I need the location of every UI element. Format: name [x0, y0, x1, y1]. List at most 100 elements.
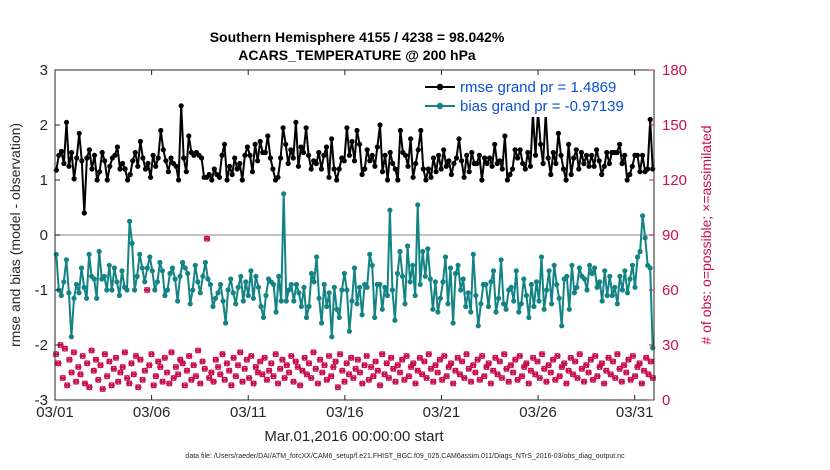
rmse-point: [130, 158, 136, 164]
bias-point: [369, 262, 375, 268]
rmse-point: [433, 169, 439, 175]
obs-assimilated-marker: [279, 356, 286, 363]
bias-point: [185, 270, 191, 277]
rmse-point: [290, 155, 296, 161]
bias-point: [354, 301, 360, 307]
bias-point: [612, 284, 618, 290]
bias-point: [78, 265, 85, 271]
obs-assimilated-marker: [410, 360, 417, 367]
y-axis-right-label: # of obs: o=possible; ×=assimilated: [698, 125, 714, 344]
bias-point: [223, 320, 229, 326]
rmse-point: [300, 149, 307, 156]
obs-assimilated-marker: [498, 374, 506, 382]
bias-point: [597, 279, 603, 285]
bias-point: [554, 281, 560, 288]
rmse-point: [596, 158, 602, 164]
rmse-point: [344, 125, 350, 131]
rmse-point: [487, 155, 493, 161]
bias-point: [435, 309, 441, 315]
rmse-point: [578, 149, 585, 156]
rmse-point: [336, 166, 342, 172]
rmse-point: [634, 152, 641, 158]
rmse-point: [56, 152, 62, 158]
rmse-point: [252, 141, 258, 147]
obs-assimilated-marker: [332, 358, 339, 365]
bias-point: [640, 213, 646, 219]
bias-point: [301, 284, 307, 290]
rmse-point: [553, 160, 559, 167]
bias-point: [635, 254, 641, 260]
obs-assimilated-marker: [308, 374, 315, 382]
bias-point: [587, 262, 593, 268]
bias-point: [316, 295, 322, 301]
bias-point: [357, 284, 363, 290]
bias-point: [303, 314, 310, 321]
rmse-point: [237, 160, 243, 167]
obs-assimilated-marker: [501, 351, 508, 358]
obs-assimilated-marker: [328, 373, 335, 380]
bias-point: [453, 270, 459, 277]
obs-assimilated-marker: [336, 351, 344, 358]
rmse-point: [617, 141, 623, 147]
rmse-point: [247, 152, 253, 158]
obs-assimilated-marker: [325, 352, 333, 360]
obs-assimilated-marker: [350, 374, 357, 382]
legend-bias-label: bias grand pr = -0.97139: [460, 98, 624, 115]
bias-point: [314, 254, 320, 260]
bias-point: [240, 298, 246, 304]
bias-point: [498, 257, 504, 263]
bias-point: [521, 276, 527, 282]
rmse-point: [99, 149, 105, 156]
bias-point: [581, 276, 588, 282]
obs-assimilated-marker: [66, 356, 73, 363]
bias-point: [526, 314, 532, 321]
obs-assimilated-marker: [370, 373, 377, 380]
rmse-point: [209, 177, 215, 183]
rmse-point: [183, 169, 189, 175]
rmse-point: [145, 160, 151, 167]
obs-assimilated-marker: [263, 376, 271, 383]
rmse-point: [257, 138, 263, 145]
bias-point: [463, 303, 469, 310]
bias-point: [455, 262, 461, 268]
rmse-point: [79, 158, 85, 164]
bias-point: [253, 273, 259, 279]
rmse-point: [127, 171, 133, 178]
bias-point: [485, 303, 492, 310]
obs-assimilated-marker: [179, 360, 186, 367]
obs-assimilated-marker: [79, 352, 86, 360]
bias-point: [450, 320, 456, 326]
rmse-point: [211, 166, 217, 172]
bias-point: [215, 290, 221, 296]
rmse-point: [125, 177, 131, 183]
y-left-tick-label: -3: [35, 392, 48, 409]
obs-assimilated-marker: [119, 363, 126, 371]
rmse-point: [573, 147, 579, 153]
rmse-point: [594, 147, 600, 153]
rmse-point: [443, 163, 449, 169]
obs-assimilated-marker: [146, 362, 153, 369]
bias-point: [159, 268, 165, 274]
rmse-point: [308, 166, 314, 172]
bias-point: [382, 284, 388, 290]
rmse-point: [413, 160, 419, 167]
bias-point: [496, 295, 502, 301]
bias-point: [647, 265, 653, 271]
rmse-point: [199, 155, 205, 161]
rmse-point: [517, 147, 523, 153]
bias-point: [73, 281, 80, 288]
rmse-point: [173, 163, 179, 169]
bias-point: [152, 287, 158, 293]
bias-point: [546, 268, 552, 274]
bias-point: [142, 279, 148, 285]
bias-point: [574, 284, 580, 290]
rmse-point: [650, 166, 656, 172]
obs-assimilated-marker: [166, 380, 173, 387]
bias-point: [149, 268, 155, 274]
obs-assimilated-marker: [121, 349, 129, 356]
obs-assimilated-marker: [341, 378, 348, 385]
rmse-point: [321, 152, 327, 158]
bias-point: [86, 251, 92, 257]
bias-point: [447, 265, 454, 271]
rmse-point: [548, 171, 554, 178]
